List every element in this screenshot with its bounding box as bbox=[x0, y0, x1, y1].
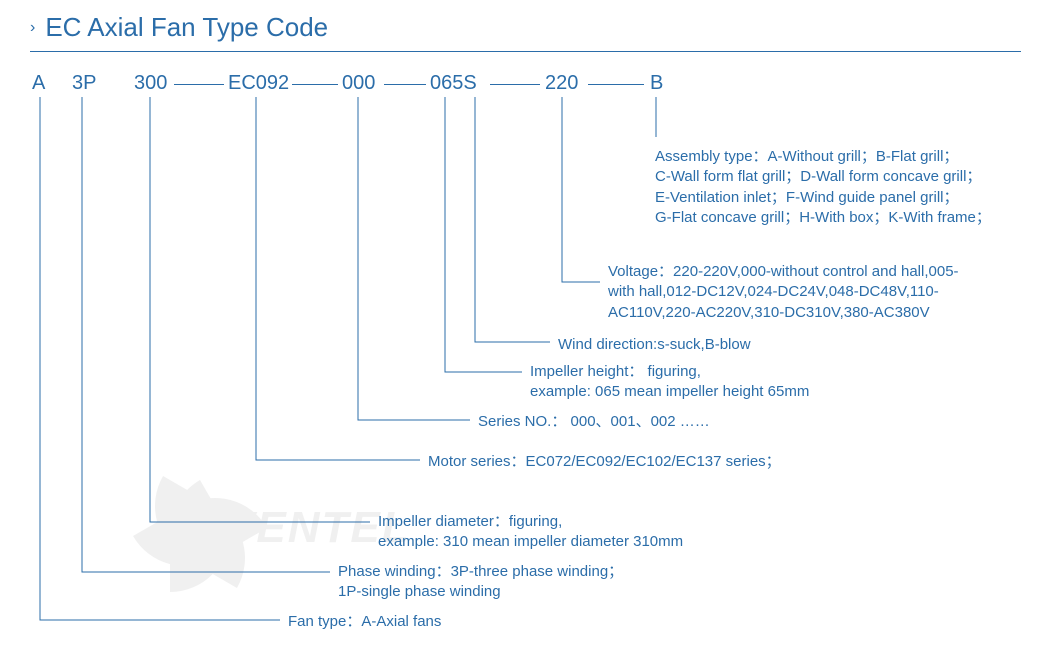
description-voltage: Voltage：220-220V,000-without control and… bbox=[608, 262, 959, 323]
code-segment: 220 bbox=[545, 72, 578, 95]
code-segment: EC092 bbox=[228, 72, 289, 95]
chevron-right-icon: › bbox=[30, 19, 35, 37]
description-wind-direction: Wind direction:s-suck,B-blow bbox=[558, 335, 751, 355]
code-segment: 300 bbox=[134, 72, 167, 95]
header: › EC Axial Fan Type Code bbox=[0, 0, 1051, 51]
description-impeller-diameter: Impeller diameter：figuring,example: 310 … bbox=[378, 512, 683, 553]
description-assembly-type: Assembly type：A-Without grill；B-Flat gri… bbox=[655, 147, 991, 228]
description-series-no: Series NO.： 000、001、002 …… bbox=[478, 412, 710, 432]
code-dash bbox=[490, 84, 540, 85]
code-segment: 3P bbox=[72, 72, 96, 95]
type-code-diagram: VENTEL A3P300EC092000065S220BAssembly ty… bbox=[0, 52, 1051, 632]
description-phase-winding: Phase winding：3P-three phase winding；1P-… bbox=[338, 562, 623, 603]
code-segment: B bbox=[650, 72, 663, 95]
code-segment: 065S bbox=[430, 72, 477, 95]
code-segment: 000 bbox=[342, 72, 375, 95]
page-title: EC Axial Fan Type Code bbox=[45, 12, 328, 43]
code-segment: A bbox=[32, 72, 45, 95]
code-dash bbox=[174, 84, 224, 85]
code-dash bbox=[292, 84, 338, 85]
code-dash bbox=[588, 84, 644, 85]
description-fan-type: Fan type：A-Axial fans bbox=[288, 612, 441, 632]
code-dash bbox=[384, 84, 426, 85]
description-impeller-height: Impeller height： figuring,example: 065 m… bbox=[530, 362, 809, 403]
description-motor-series: Motor series：EC072/EC092/EC102/EC137 ser… bbox=[428, 452, 781, 472]
